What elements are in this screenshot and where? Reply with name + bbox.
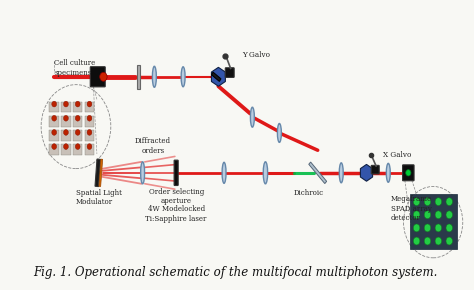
Bar [49, 130, 59, 141]
Circle shape [87, 130, 92, 135]
Bar [49, 102, 59, 113]
Bar [61, 102, 71, 113]
Circle shape [87, 144, 92, 149]
FancyBboxPatch shape [402, 165, 414, 181]
Circle shape [52, 115, 56, 121]
Text: Diffracted
orders: Diffracted orders [135, 137, 171, 155]
Text: Dichroic: Dichroic [294, 188, 324, 197]
Circle shape [446, 237, 453, 245]
Circle shape [52, 144, 56, 149]
FancyBboxPatch shape [174, 160, 178, 186]
Circle shape [75, 101, 80, 107]
Text: Order selecting
aperture: Order selecting aperture [148, 188, 204, 205]
Circle shape [75, 115, 80, 121]
Ellipse shape [277, 124, 282, 142]
Text: X Galvo: X Galvo [383, 151, 411, 159]
Circle shape [424, 224, 431, 232]
Circle shape [413, 198, 420, 206]
Bar [73, 116, 82, 127]
Bar [49, 144, 59, 155]
Ellipse shape [141, 162, 145, 184]
Circle shape [100, 72, 107, 81]
Circle shape [64, 144, 68, 149]
Bar [95, 159, 100, 186]
Circle shape [424, 211, 431, 219]
Circle shape [64, 115, 68, 121]
Circle shape [52, 101, 56, 107]
Ellipse shape [153, 66, 156, 87]
Circle shape [406, 170, 411, 176]
Circle shape [435, 237, 442, 245]
Text: Cell culture
specimens: Cell culture specimens [54, 59, 95, 77]
Bar [73, 130, 82, 141]
Bar [309, 162, 327, 184]
Bar [61, 130, 71, 141]
Circle shape [413, 224, 420, 232]
Circle shape [424, 237, 431, 245]
Bar [99, 159, 103, 186]
Circle shape [435, 224, 442, 232]
Text: Megaframe
SPAD array
detector: Megaframe SPAD array detector [391, 195, 432, 222]
Text: Y Galvo: Y Galvo [242, 50, 270, 59]
Ellipse shape [339, 163, 343, 183]
Bar [85, 144, 94, 155]
Circle shape [413, 237, 420, 245]
Bar [61, 144, 71, 155]
Circle shape [75, 144, 80, 149]
Bar [49, 116, 59, 127]
FancyBboxPatch shape [90, 67, 105, 87]
Circle shape [64, 101, 68, 107]
Ellipse shape [222, 162, 226, 183]
Ellipse shape [386, 163, 390, 182]
Circle shape [413, 211, 420, 219]
Polygon shape [360, 164, 373, 181]
Circle shape [446, 211, 453, 219]
Text: Fig. 1. Operational schematic of the multifocal multiphoton system.: Fig. 1. Operational schematic of the mul… [33, 266, 437, 279]
Bar [410, 194, 456, 249]
Bar [61, 116, 71, 127]
Circle shape [446, 198, 453, 206]
Circle shape [446, 224, 453, 232]
Text: 4W Modelocked
Ti:Sapphire laser: 4W Modelocked Ti:Sapphire laser [146, 205, 207, 223]
Polygon shape [211, 67, 225, 86]
Circle shape [87, 101, 92, 107]
Bar [85, 102, 94, 113]
Bar [73, 144, 82, 155]
Ellipse shape [181, 67, 185, 87]
Circle shape [435, 198, 442, 206]
Bar [85, 130, 94, 141]
Ellipse shape [250, 107, 255, 127]
Bar [85, 116, 94, 127]
Circle shape [435, 211, 442, 219]
Bar [73, 102, 82, 113]
Circle shape [87, 115, 92, 121]
Bar [137, 65, 139, 89]
Circle shape [75, 130, 80, 135]
FancyBboxPatch shape [225, 68, 234, 77]
Circle shape [52, 130, 56, 135]
Circle shape [424, 198, 431, 206]
Text: Spatial Light
Modulator: Spatial Light Modulator [76, 188, 122, 206]
Bar [211, 72, 221, 81]
FancyBboxPatch shape [371, 165, 379, 174]
Circle shape [64, 130, 68, 135]
Ellipse shape [263, 162, 268, 184]
